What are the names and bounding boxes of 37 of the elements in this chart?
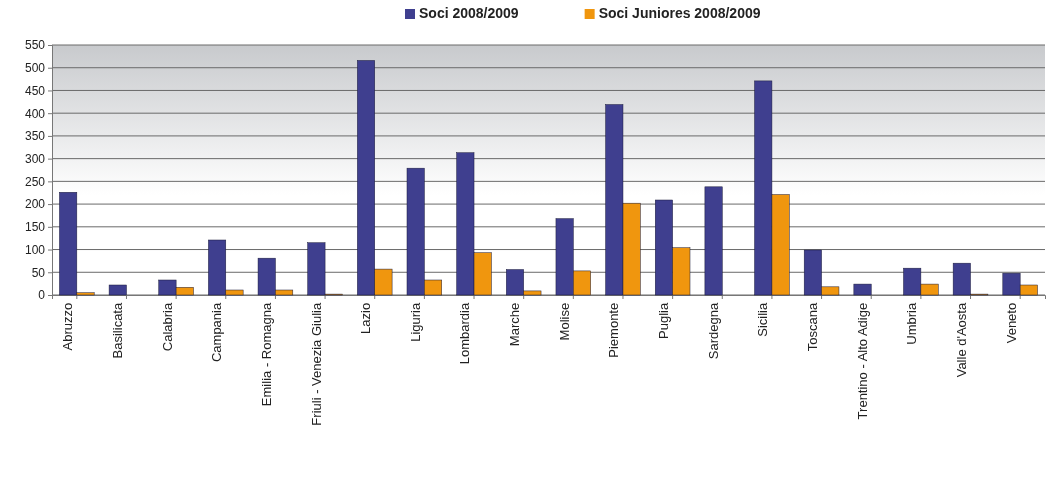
y-tick-label: 100 [24,242,46,257]
x-tick-label: Lazio [358,302,374,334]
x-tick-label: Puglia [656,302,672,339]
x-tick-label: Piemonte [606,302,622,358]
x-tick-label: Abruzzo [60,302,76,351]
x-tick-label: Toscana [805,302,821,352]
legend-label: Soci 2008/2009 [419,5,519,21]
x-tick-label: Marche [507,302,523,347]
x-tick-label: Calabria [159,302,175,352]
bar [108,284,127,296]
x-tick-label: Sicilia [755,302,771,337]
y-tick-label: 450 [24,83,46,98]
y-tick-label: 150 [24,220,46,235]
x-tick-label: Campania [209,302,225,363]
bar [704,186,723,296]
x-tick-label: Emilia - Romagna [258,302,274,407]
y-tick-label: 0 [38,288,46,303]
y-tick-label: 350 [24,129,46,144]
y-tick-label: 400 [24,106,46,121]
x-tick-label: Liguria [407,302,423,342]
x-tick-label: Basilicata [109,302,125,359]
y-tick-label: 500 [24,61,46,76]
y-tick-label: 250 [24,174,46,189]
x-tick-label: Umbria [904,302,920,345]
bar [853,283,872,296]
x-tick-label: Lombardia [457,302,473,365]
x-tick-label: Valle d'Aosta [953,302,969,378]
y-tick-label: 300 [24,151,46,166]
x-tick-label: Friuli - Venezia Giulia [308,302,324,426]
y-tick-label: 50 [31,265,46,280]
legend-label: Soci Juniores 2008/2009 [598,5,761,21]
x-tick-label: Trentino - Alto Adige [854,302,870,420]
y-tick-label: 550 [24,38,46,53]
x-tick-label: Molise [556,302,572,341]
y-tick-label: 200 [24,197,46,212]
x-tick-label: Veneto [1003,302,1019,344]
x-tick-label: Sardegna [705,302,721,360]
